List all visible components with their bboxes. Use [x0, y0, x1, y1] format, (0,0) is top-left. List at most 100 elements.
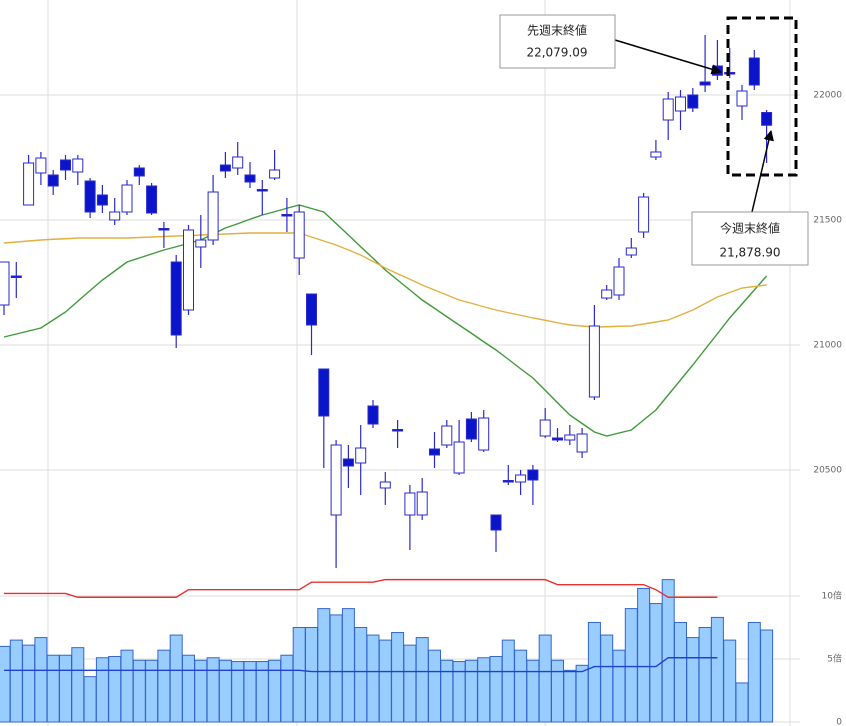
annotations: 先週末終値 22,079.09 今週末終値 21,878.90	[499, 14, 809, 266]
volume-bar	[489, 655, 503, 723]
candle-body	[96, 194, 108, 206]
candle-body	[342, 458, 354, 467]
volume-bar	[182, 654, 195, 723]
y-tick-label: 20500	[813, 466, 842, 476]
candle-body	[269, 169, 281, 179]
candle-body	[539, 419, 551, 437]
candle-body	[502, 480, 514, 483]
volume-bar	[145, 659, 159, 723]
arrow	[614, 39, 723, 75]
volume-bar	[600, 634, 614, 723]
candle-body	[47, 174, 59, 187]
line	[4, 657, 718, 673]
candle-body	[441, 425, 453, 446]
volume-bar	[477, 657, 491, 723]
callout-title: 先週末終値	[527, 23, 587, 38]
candle-body	[552, 437, 563, 441]
candle-body	[318, 368, 330, 417]
volume-bar	[120, 649, 134, 723]
volume-bar	[71, 647, 85, 723]
volume-bar	[378, 639, 392, 723]
candle-body	[84, 180, 96, 213]
candle-body	[625, 247, 637, 256]
y-tick-label: 22000	[813, 91, 842, 101]
volume-bar	[514, 649, 528, 723]
candle-body	[515, 474, 527, 483]
volume-bar	[415, 637, 429, 723]
volume-bar	[674, 621, 687, 723]
candle-body	[761, 112, 773, 126]
volume-bar	[747, 621, 761, 723]
candle-body	[195, 239, 207, 248]
volume-bar	[132, 659, 146, 723]
volume-bar	[661, 579, 675, 723]
candle-body	[306, 293, 317, 326]
volume-bar	[723, 639, 737, 723]
candle-body	[244, 174, 256, 183]
candle-body	[736, 90, 748, 107]
y-tick-label: 21000	[813, 341, 842, 351]
volume-bar	[46, 654, 60, 723]
volume-bar	[563, 669, 577, 723]
candle-body	[232, 156, 244, 169]
candle-body	[219, 164, 231, 172]
volume-bar	[108, 655, 122, 723]
volume-bar	[292, 627, 306, 723]
volume-bar	[169, 634, 183, 723]
volume-bar	[464, 659, 478, 723]
callout-title: 今週末終値	[720, 221, 780, 236]
volume-bar	[760, 629, 774, 723]
volume-bar	[59, 654, 72, 723]
candle-body	[490, 514, 502, 531]
candle-body	[379, 481, 391, 489]
candle-body	[527, 469, 539, 481]
candle-body	[109, 211, 121, 221]
y-tick-label: 0	[836, 718, 842, 726]
candle-body	[748, 57, 760, 86]
candle-body	[23, 162, 35, 206]
candle-body	[650, 151, 662, 158]
volume-bar	[366, 634, 380, 723]
candle-body	[662, 98, 674, 121]
candle-body	[638, 196, 650, 233]
y-tick-label: 10倍	[822, 590, 842, 602]
volume-bar	[428, 649, 441, 723]
volume-bar	[83, 676, 97, 723]
callout-value: 21,878.90	[719, 246, 780, 260]
candle-body	[576, 433, 588, 453]
candle-body	[588, 325, 600, 398]
volume-bar	[34, 637, 48, 723]
candle-body	[392, 429, 404, 432]
candle-body	[687, 94, 699, 109]
candle-body	[281, 214, 293, 217]
candle-body	[564, 434, 576, 441]
line	[4, 578, 718, 598]
volume-bar	[538, 634, 552, 723]
volume-bar	[587, 621, 601, 723]
candle-body	[146, 185, 158, 214]
volume-bar	[637, 587, 651, 723]
candle-body	[121, 184, 133, 213]
volume-bar	[218, 659, 232, 723]
volume-bar	[403, 644, 417, 723]
candle-body	[256, 189, 268, 192]
volume-bar	[698, 627, 712, 723]
candle-body	[293, 211, 305, 259]
volume-bar	[329, 614, 343, 723]
candle-body	[416, 491, 428, 516]
candle-body	[699, 81, 711, 86]
volume-bar	[194, 659, 208, 723]
volume-bar	[526, 659, 540, 723]
y-tick-label: 5倍	[827, 653, 842, 665]
candle-body	[330, 444, 342, 516]
candle-body	[613, 266, 625, 296]
volume-bar	[391, 632, 405, 723]
candle-body	[478, 417, 490, 451]
volume-bar	[440, 659, 454, 723]
plot: 20500 21000 21500 22000 0 5倍 10倍	[0, 35, 842, 726]
candle-body	[355, 447, 367, 464]
volume-bar	[624, 608, 638, 723]
volume-bar	[268, 659, 282, 723]
